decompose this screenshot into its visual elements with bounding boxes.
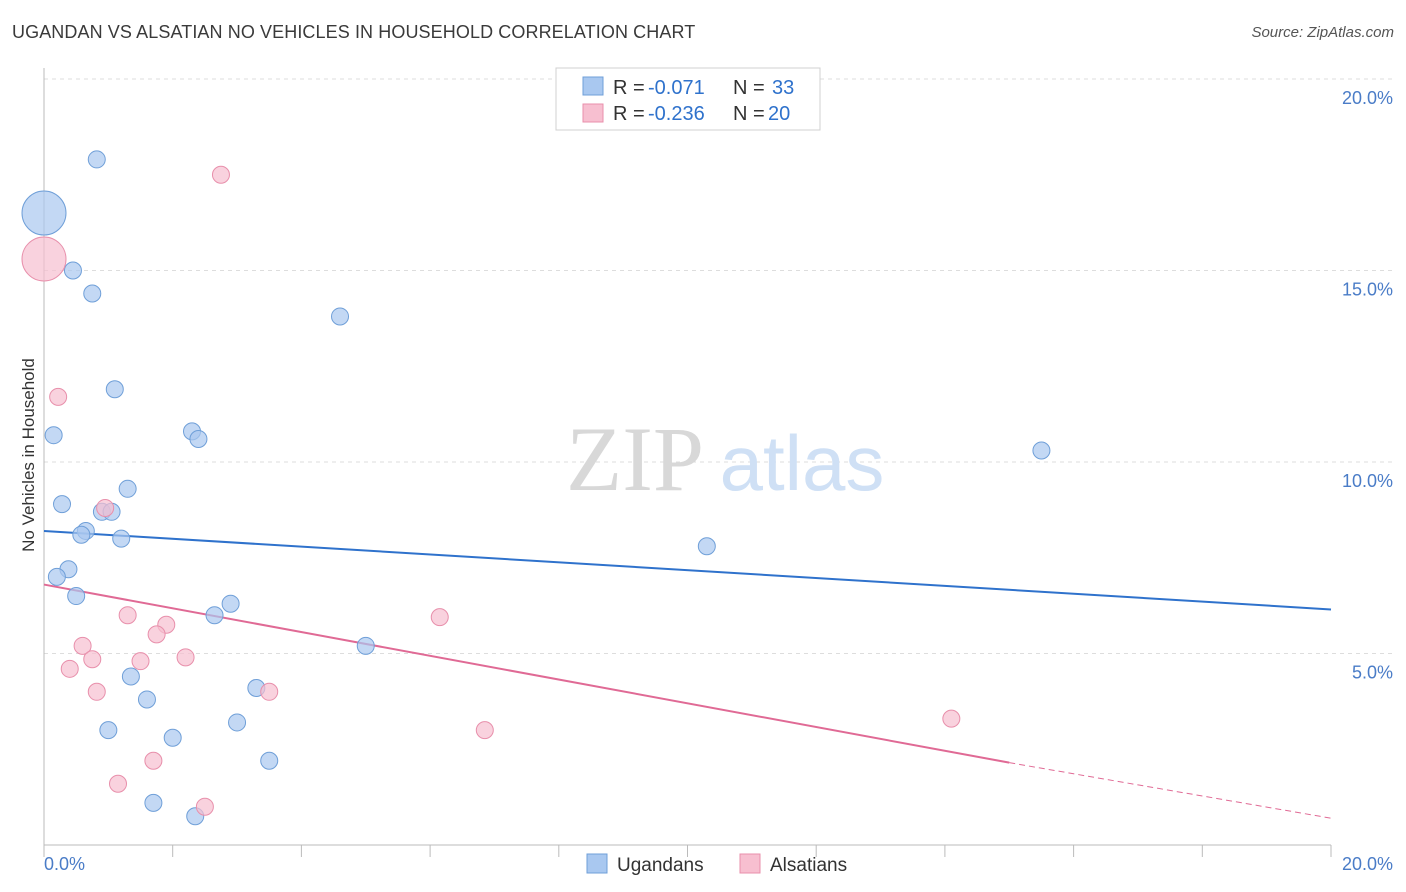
correlation-legend: R = -0.071 N = 33 R = -0.236 N = 20 [555, 67, 821, 131]
chart-title: UGANDAN VS ALSATIAN NO VEHICLES IN HOUSE… [12, 22, 696, 42]
alsatian-trend-line [43, 583, 1010, 764]
legend-r-label-1: R = [613, 77, 645, 99]
x-tick-labels: 0.0% 20.0% [44, 854, 1393, 874]
ugandan-point-17 [697, 537, 716, 556]
alsatian-point-18 [109, 774, 128, 793]
alsatian-point-4 [118, 606, 137, 625]
ugandan-point-30 [260, 751, 279, 770]
alsatian-point-8 [73, 636, 92, 655]
y-tick-label-3: 20.0% [1342, 88, 1393, 108]
legend-n-label-2: N = [733, 103, 765, 125]
bottom-legend-swatch-ugandans [586, 853, 608, 874]
legend-r-value-1: -0.071 [648, 77, 705, 99]
trend-lines [43, 529, 1332, 819]
ugandan-point-23 [356, 636, 375, 655]
ugandan-point-4 [331, 307, 350, 326]
alsatian-point-0 [21, 236, 67, 282]
gridlines [44, 78, 1393, 654]
alsatian-point-7 [147, 625, 166, 644]
ugandan-point-29 [163, 728, 182, 747]
alsatian-point-5 [430, 608, 449, 627]
ugandan-point-28 [99, 721, 118, 740]
ugandan-point-9 [1032, 441, 1051, 460]
ugandan-point-2 [63, 261, 82, 280]
legend-swatch-alsatians [582, 103, 604, 123]
alsatian-point-2 [49, 387, 68, 406]
alsatian-point-15 [942, 709, 961, 728]
ugandan-point-8 [189, 430, 208, 449]
ugandan-point-11 [53, 495, 72, 514]
alsatian-point-14 [260, 682, 279, 701]
legend-n-value-1: 33 [772, 77, 794, 99]
ugandan-point-20 [67, 587, 86, 606]
ugandan-point-21 [221, 594, 240, 613]
alsatian-point-19 [195, 797, 214, 816]
y-axis-label: No Vehicles in Household [19, 358, 38, 552]
alsatian-trend-extension [1009, 762, 1332, 819]
alsatian-point-12 [60, 659, 79, 678]
watermark-atlas: atlas [720, 419, 885, 507]
y-tick-label-2: 15.0% [1342, 280, 1393, 300]
ugandan-point-15 [72, 525, 91, 544]
bottom-legend-swatch-alsatians [739, 853, 761, 874]
ugandan-point-22 [205, 606, 224, 625]
series-legend: Ugandans Alsatians [586, 853, 847, 876]
legend-n-label-1: N = [733, 77, 765, 99]
x-tick-min: 0.0% [44, 854, 85, 874]
alsatian-point-11 [131, 652, 150, 671]
ugandan-point-0 [21, 190, 67, 236]
ugandan-point-1 [87, 150, 106, 169]
alsatian-point-3 [96, 498, 115, 517]
alsatian-point-10 [176, 648, 195, 667]
ugandan-point-10 [118, 479, 137, 498]
bottom-legend-ugandans: Ugandans [617, 855, 704, 876]
legend-r-value-2: -0.236 [648, 103, 705, 125]
ugandan-point-26 [137, 690, 156, 709]
watermark: ZIP atlas [566, 408, 884, 510]
ugandan-point-24 [121, 667, 140, 686]
ugandan-point-27 [228, 713, 247, 732]
alsatian-point-1 [211, 165, 230, 184]
ugandan-point-31 [144, 793, 163, 812]
y-tick-label-0: 5.0% [1352, 663, 1393, 683]
y-tick-labels: 5.0% 10.0% 15.0% 20.0% [1342, 88, 1393, 683]
data-points [21, 150, 1051, 826]
alsatian-point-16 [475, 721, 494, 740]
watermark-zip: ZIP [566, 408, 704, 510]
legend-swatch-ugandans [582, 76, 604, 96]
ugandan-trend-line [43, 529, 1332, 611]
x-tick-max: 20.0% [1342, 854, 1393, 874]
legend-n-value-2: 20 [768, 103, 790, 125]
alsatian-point-13 [87, 682, 106, 701]
source-credit: Source: ZipAtlas.com [1251, 24, 1394, 41]
legend-r-label-2: R = [613, 103, 645, 125]
alsatian-point-9 [83, 650, 102, 669]
bottom-legend-alsatians: Alsatians [770, 855, 847, 876]
y-tick-label-1: 10.0% [1342, 471, 1393, 491]
ugandan-point-5 [105, 380, 124, 399]
ugandan-point-16 [112, 529, 131, 548]
alsatian-point-17 [144, 751, 163, 770]
ugandan-point-19 [47, 567, 66, 586]
ugandan-point-6 [44, 426, 63, 445]
ugandan-point-3 [83, 284, 102, 303]
